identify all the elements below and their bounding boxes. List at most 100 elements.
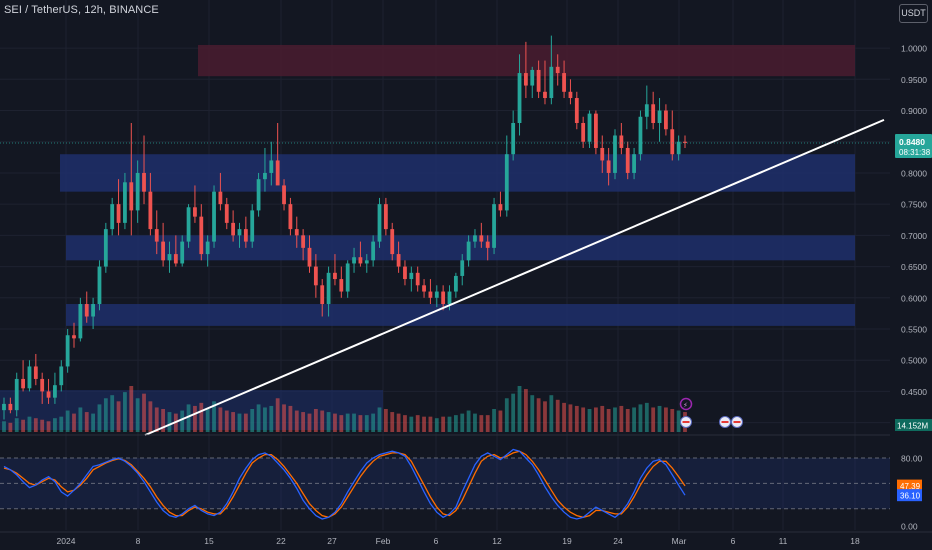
candle-body — [371, 241, 376, 261]
volume-bar — [441, 416, 446, 432]
candle-body — [606, 160, 611, 173]
volume-bar — [116, 401, 121, 432]
candle-body — [154, 229, 159, 242]
time-axis: 2024 8 15 22 27 Feb 6 12 19 24 Mar 6 11 18 — [0, 531, 932, 546]
candle-body — [275, 160, 280, 186]
candle-body — [619, 135, 624, 148]
volume-bar — [403, 415, 407, 432]
volume-bar — [371, 413, 376, 432]
volume-bar — [142, 393, 146, 432]
volume-bar — [40, 419, 45, 432]
volume-bar — [625, 409, 630, 432]
volume-bar — [453, 415, 458, 432]
volume-bar — [72, 413, 76, 432]
candle-body — [441, 291, 446, 305]
candle-body — [523, 73, 528, 86]
candle-body — [212, 191, 216, 242]
candle-body — [485, 241, 490, 248]
volume-bar — [218, 407, 223, 432]
volume-bar — [2, 421, 6, 432]
volume-bar — [288, 405, 293, 432]
support-zone — [60, 154, 855, 192]
candle-body — [231, 222, 236, 236]
candle-body — [498, 204, 503, 211]
event-icons[interactable]: ⚡ — [679, 397, 743, 428]
candle-body — [581, 123, 586, 142]
volume-bar — [180, 410, 185, 432]
volume-bar — [434, 418, 439, 432]
candle-body — [555, 66, 560, 74]
volume-bar — [345, 413, 350, 432]
flag-stripe — [733, 421, 741, 423]
candle-body — [135, 172, 140, 211]
volume-bar — [110, 395, 115, 432]
time-tick-label: 19 — [562, 536, 572, 546]
volume-bar — [263, 407, 267, 432]
candle-body — [33, 366, 38, 379]
volume-bar — [619, 405, 624, 432]
flag-event-icon[interactable] — [719, 416, 731, 428]
volume-bar — [549, 395, 554, 432]
last-price-badge — [895, 133, 932, 158]
candle-body — [492, 204, 496, 248]
candle-body — [2, 403, 6, 411]
volume-bar — [644, 402, 649, 432]
candle-body — [409, 272, 414, 280]
candle-body — [364, 260, 369, 264]
candle-body — [59, 366, 64, 386]
volume-bar — [53, 418, 57, 432]
time-tick-label: 15 — [204, 536, 214, 546]
volume-bar — [231, 412, 236, 432]
volume-bar — [352, 413, 356, 432]
lightning-event-icon[interactable] — [679, 397, 693, 411]
candle-body — [218, 191, 223, 205]
candle-body — [390, 229, 395, 255]
volume-bar — [294, 410, 299, 432]
candle-body — [568, 91, 573, 99]
flag-event-icon[interactable] — [731, 416, 743, 428]
time-tick-label: 11 — [779, 536, 788, 546]
candle-body — [530, 69, 535, 86]
candle-body — [593, 113, 598, 148]
time-tick-label: 22 — [276, 536, 286, 546]
candle-body — [657, 110, 662, 123]
candle-body — [587, 113, 592, 142]
price-tick-label: 0.9500 — [901, 75, 927, 85]
last-price-label: 0.8480 — [899, 137, 925, 147]
grid — [0, 0, 890, 530]
candle-body — [396, 254, 401, 267]
candle-body — [72, 335, 76, 339]
candle-body — [434, 291, 439, 298]
candle-body — [676, 141, 681, 155]
volume-bar — [269, 405, 274, 432]
candle-body — [428, 291, 433, 298]
candle-body — [613, 135, 617, 173]
volume-bar — [377, 407, 382, 432]
zones — [0, 44, 855, 430]
price-tick-label: 0.5000 — [901, 356, 927, 366]
candle-body — [377, 204, 382, 242]
volume-bar — [638, 404, 643, 432]
candle-body — [664, 110, 668, 130]
volume-bar — [313, 409, 318, 432]
volume-bar — [383, 409, 388, 432]
candle-body — [600, 147, 605, 161]
volume-bar — [46, 421, 51, 432]
volume-bar — [485, 415, 490, 432]
candle-body — [549, 66, 554, 99]
candle-body — [670, 129, 675, 155]
candle-body — [237, 229, 242, 236]
time-tick-label: 6 — [731, 536, 736, 546]
volume-bar — [447, 416, 452, 432]
candle-body — [180, 241, 185, 264]
volume-bar — [587, 409, 592, 432]
volume-bar — [256, 404, 261, 432]
candle-body — [84, 304, 89, 317]
price-tick-label: 1.0000 — [901, 44, 927, 54]
flag-event-icon[interactable] — [680, 416, 692, 428]
volume-bar — [581, 407, 586, 432]
currency-unit-button[interactable]: USDT — [899, 4, 928, 23]
volume-bar — [422, 416, 426, 432]
